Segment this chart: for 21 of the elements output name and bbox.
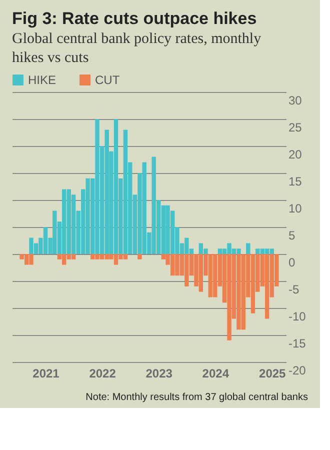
- y-tick-label: -15: [288, 336, 306, 350]
- y-tick-label: 30: [288, 94, 302, 108]
- y-tick-label: 20: [288, 148, 302, 162]
- y-tick-label: -5: [288, 282, 300, 296]
- legend-label: HIKE: [28, 73, 56, 87]
- x-tick-label: 2024: [202, 366, 230, 380]
- x-tick-label: 2025: [259, 366, 286, 380]
- x-tick-label: 2021: [32, 366, 60, 380]
- chart-title: Fig 3: Rate cuts outpace hikes: [12, 9, 257, 28]
- chart-subtitle: Global central bank policy rates, monthly hikes vs cuts: [12, 31, 262, 66]
- y-tick-label: -10: [288, 310, 306, 324]
- y-tick-label: 25: [288, 120, 302, 134]
- legend-label: CUT: [95, 73, 120, 87]
- y-tick-label: 0: [288, 256, 296, 270]
- y-tick-label: -20: [288, 364, 306, 378]
- x-tick-label: 2023: [146, 366, 173, 380]
- y-tick-label: 15: [288, 174, 302, 188]
- x-tick-label: 2022: [89, 366, 116, 380]
- text: Note: Monthly results from 37 global central banks: [86, 392, 308, 403]
- y-tick-label: 10: [288, 202, 302, 216]
- y-tick-label: 5: [288, 228, 296, 242]
